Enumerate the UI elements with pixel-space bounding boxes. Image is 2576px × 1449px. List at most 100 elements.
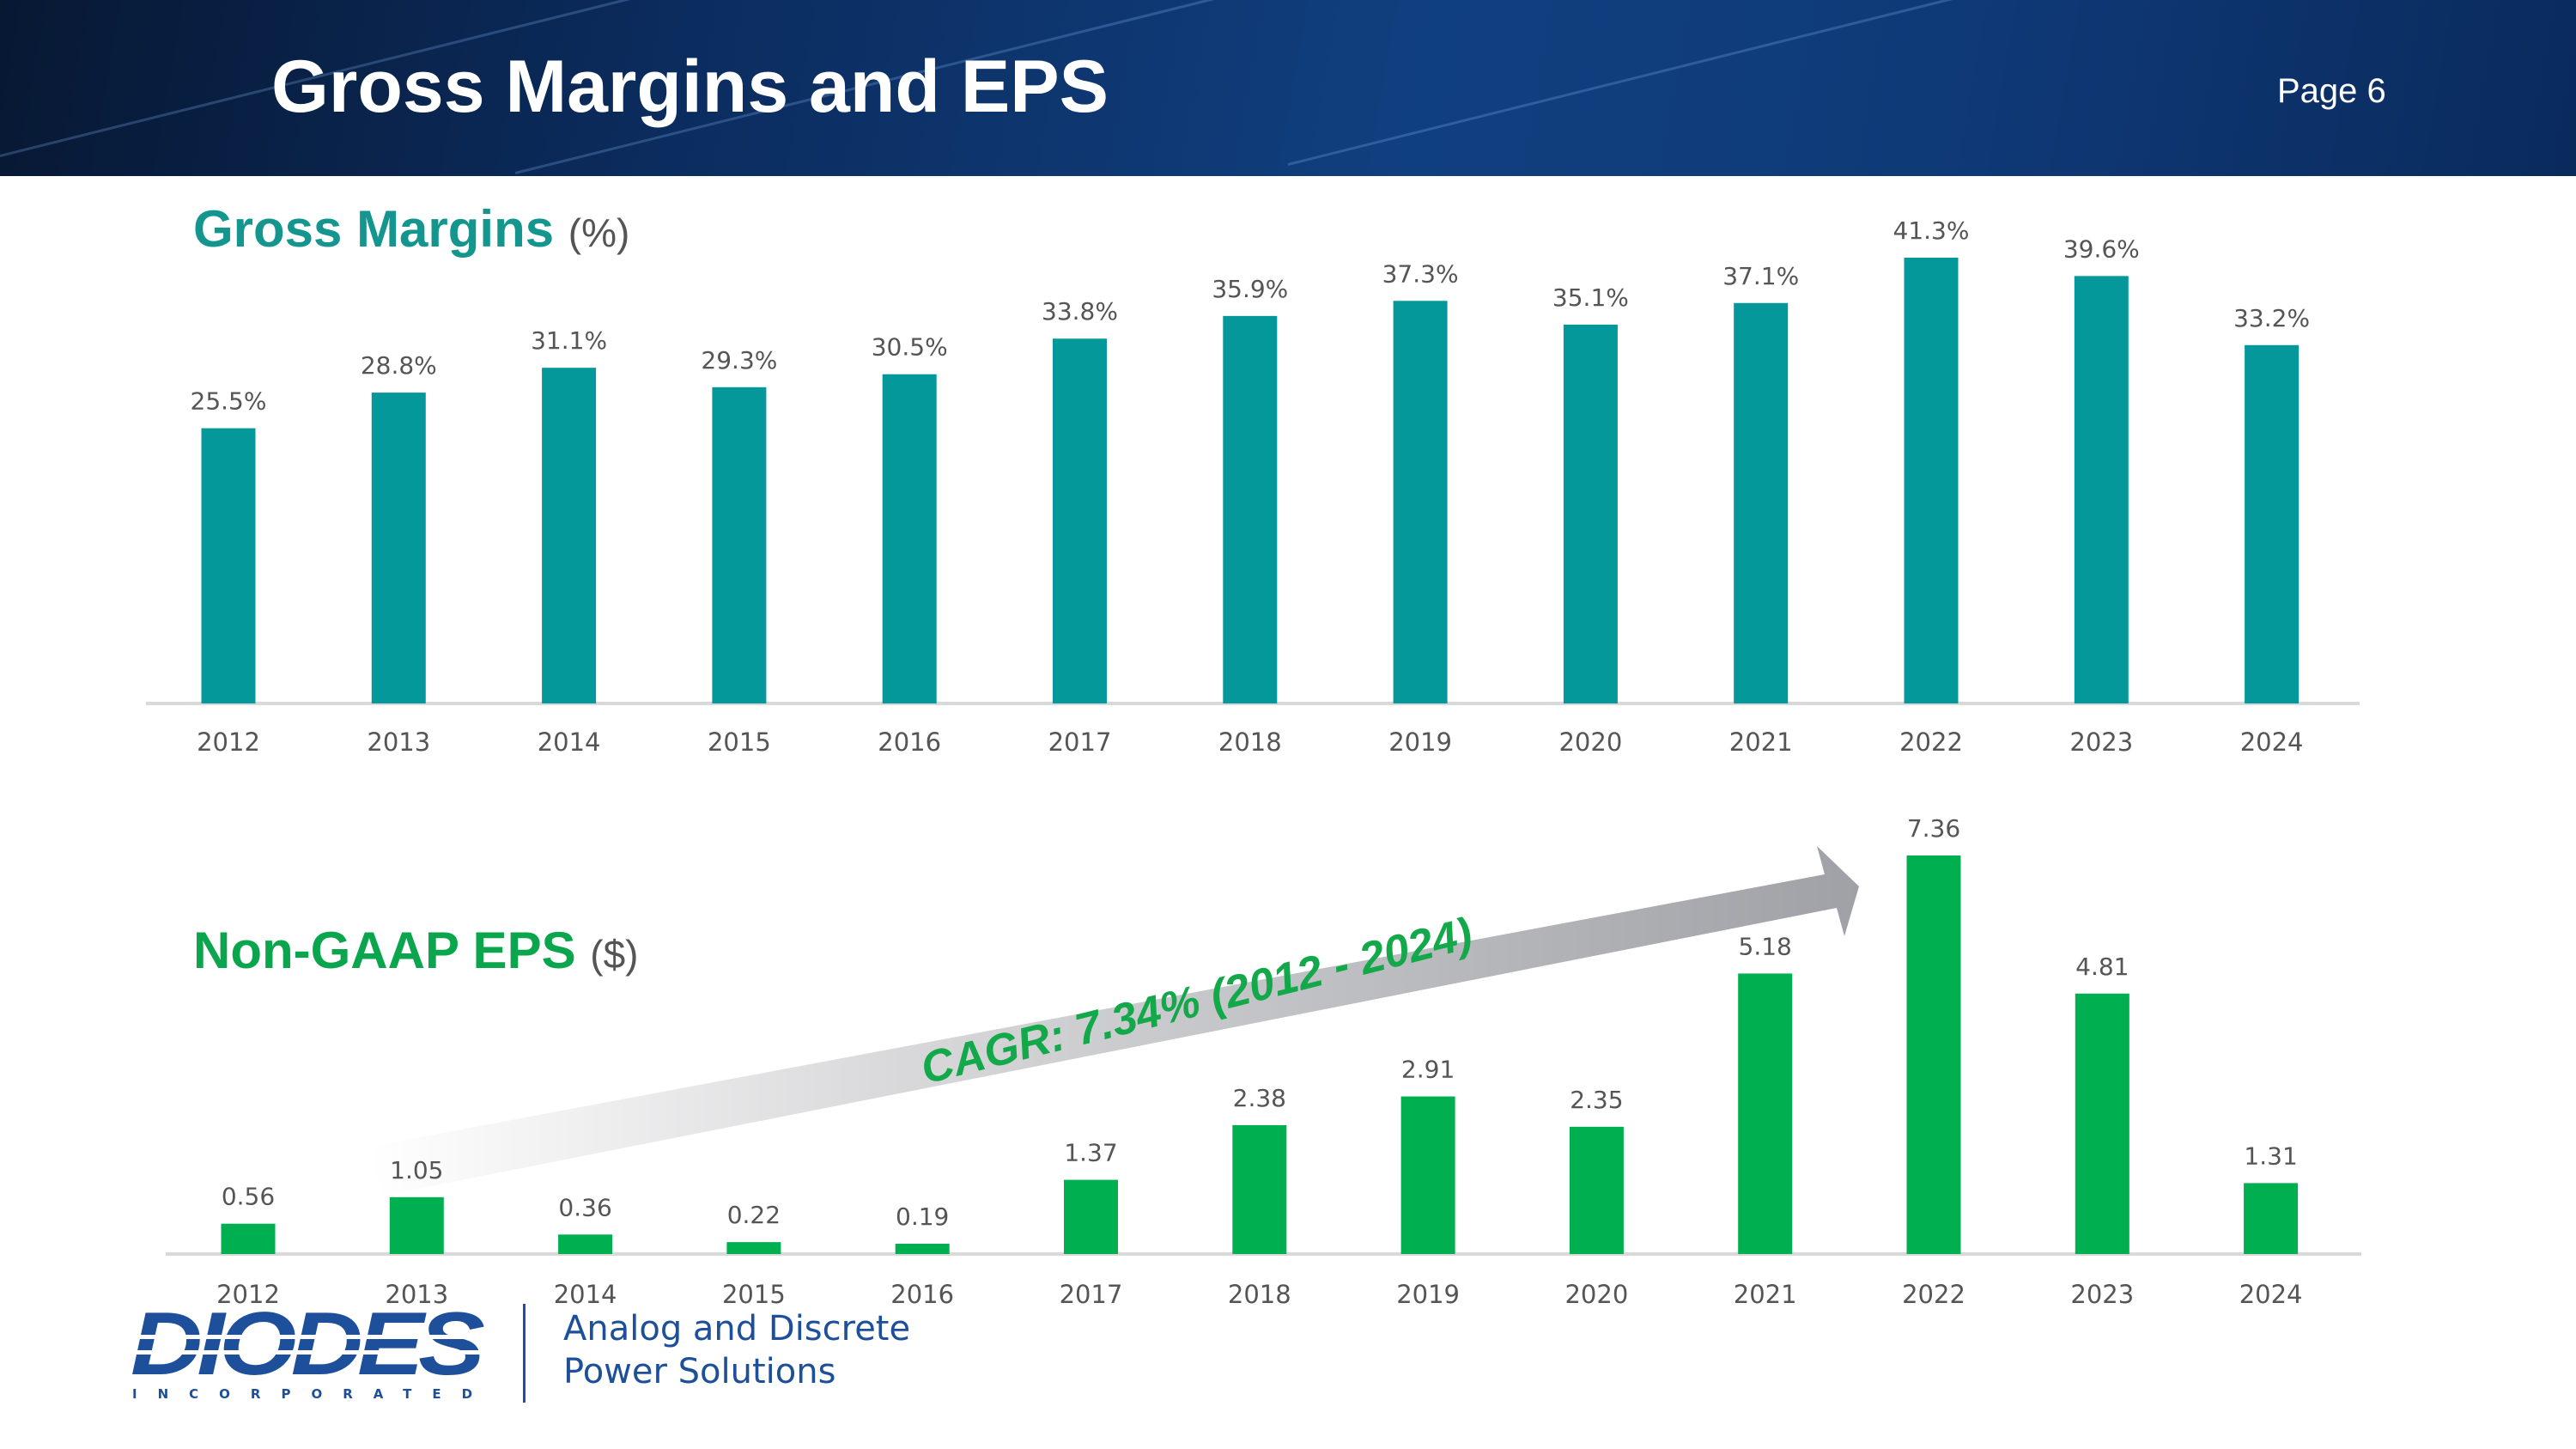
eps-tick-label: 2012 — [216, 1280, 280, 1309]
eps-bar — [1400, 1096, 1455, 1254]
eps-tick-label: 2023 — [2070, 1280, 2134, 1309]
logo-wordmark: DIODES — [131, 1306, 484, 1394]
eps-title-text: Non-GAAP EPS — [193, 922, 576, 979]
eps-value-label: 2.91 — [1401, 1056, 1455, 1084]
eps-tick-label: 2015 — [722, 1280, 786, 1309]
cagr-label: CAGR: 7.34% (2012 - 2024) — [916, 909, 1477, 1094]
gm-bar — [2074, 276, 2129, 703]
gm-tick-label: 2021 — [1729, 728, 1793, 757]
page-number: Page 6 — [2277, 72, 2386, 110]
gm-tick-label: 2013 — [367, 728, 430, 757]
gm-bar — [1734, 302, 1789, 703]
eps-value-label: 1.37 — [1064, 1139, 1117, 1167]
gm-tick-label: 2019 — [1388, 728, 1452, 757]
gross-margins-title: Gross Margins (%) — [193, 199, 629, 259]
logo-stripe — [131, 1335, 484, 1339]
eps-value-label: 5.18 — [1739, 932, 1792, 960]
gm-bar — [1053, 338, 1107, 703]
footer-tagline: Analog and Discrete Power Solutions — [563, 1307, 910, 1393]
gross-margins-title-text: Gross Margins — [193, 200, 555, 258]
footer-divider — [523, 1304, 526, 1403]
eps-bar — [1569, 1126, 1624, 1254]
header-banner — [0, 0, 2576, 176]
eps-bar — [895, 1244, 950, 1254]
gm-value-label: 33.8% — [1042, 297, 1118, 326]
eps-value-label: 0.56 — [222, 1183, 275, 1211]
gm-tick-label: 2023 — [2069, 728, 2133, 757]
eps-tick-label: 2013 — [385, 1280, 448, 1309]
gm-bar — [1904, 258, 1959, 703]
eps-title: Non-GAAP EPS ($) — [193, 921, 639, 980]
gm-tick-label: 2014 — [538, 728, 601, 757]
gm-bar — [2245, 344, 2300, 703]
gm-value-label: 35.1% — [1552, 283, 1629, 312]
eps-bar — [1738, 973, 1793, 1254]
gross-margins-axis: 2012 2013 2014 2015 2016 2017 2018 2019 2020 2021… — [146, 702, 2360, 757]
gm-tick-label: 2012 — [197, 728, 260, 757]
gm-value-label: 37.1% — [1722, 262, 1799, 290]
eps-value-label: 1.31 — [2244, 1142, 2297, 1170]
eps-bar — [1232, 1124, 1287, 1254]
eps-tick-label: 2024 — [2239, 1280, 2303, 1309]
gm-value-label: 39.6% — [2063, 234, 2140, 263]
gm-bar — [201, 428, 256, 703]
gm-bar — [1223, 315, 1278, 703]
eps-tick-label: 2021 — [1734, 1280, 1797, 1309]
gm-bar — [371, 393, 426, 703]
eps-tick-label: 2022 — [1902, 1280, 1965, 1309]
eps-value-label: 7.36 — [1907, 814, 1960, 843]
gm-tick-label: 2016 — [878, 728, 941, 757]
gm-tick-label: 2017 — [1048, 728, 1112, 757]
eps-bar — [1906, 855, 1961, 1254]
eps-value-label: 0.36 — [558, 1193, 611, 1221]
eps-value-label: 0.22 — [727, 1201, 781, 1229]
eps-bar — [2244, 1183, 2299, 1254]
eps-tick-label: 2020 — [1564, 1280, 1628, 1309]
gm-value-label: 35.9% — [1212, 275, 1288, 303]
eps-bar — [2075, 993, 2129, 1254]
eps-bar — [389, 1196, 444, 1254]
eps-value-label: 4.81 — [2075, 953, 2129, 981]
gm-value-label: 41.3% — [1893, 216, 1970, 245]
gm-value-label: 37.3% — [1382, 259, 1459, 288]
gm-value-label: 33.2% — [2233, 304, 2310, 332]
eps-bar — [1064, 1179, 1118, 1254]
tagline-line-2: Power Solutions — [563, 1352, 836, 1391]
eps-bar — [221, 1223, 276, 1254]
eps-tick-label: 2018 — [1228, 1280, 1291, 1309]
eps-value-label: 2.38 — [1233, 1084, 1286, 1112]
gm-value-label: 30.5% — [872, 333, 948, 362]
gm-tick-label: 2020 — [1558, 728, 1622, 757]
gm-tick-label: 2024 — [2240, 728, 2304, 757]
eps-tick-label: 2014 — [554, 1280, 617, 1309]
cagr-arrow — [369, 846, 1859, 1196]
gross-margins-bars: 25.5% 28.8% 31.1% 29.3% 30.5% 33.8% 35.9% 37.3%… — [191, 216, 2310, 703]
gm-bar — [542, 368, 597, 703]
gm-bar — [882, 374, 937, 703]
slide-title: Gross Margins and EPS — [271, 46, 1109, 128]
logo-stripe — [131, 1350, 484, 1355]
gm-value-label: 28.8% — [361, 351, 437, 380]
eps-bar — [726, 1242, 781, 1254]
eps-value-label: 0.19 — [896, 1202, 949, 1231]
eps-bar — [558, 1234, 613, 1254]
diodes-logo: DIODES INCORPORATED — [131, 1306, 484, 1402]
gm-value-label: 29.3% — [701, 346, 777, 374]
eps-value-label: 2.35 — [1570, 1086, 1623, 1114]
tagline-line-1: Analog and Discrete — [563, 1309, 911, 1349]
gm-tick-label: 2022 — [1899, 728, 1963, 757]
gm-bar — [712, 387, 767, 703]
gm-value-label: 31.1% — [531, 326, 607, 355]
gm-value-label: 25.5% — [191, 387, 267, 416]
eps-tick-label: 2017 — [1060, 1280, 1123, 1309]
logo-subtitle: INCORPORATED — [132, 1386, 484, 1402]
gm-tick-label: 2018 — [1218, 728, 1282, 757]
gm-bar — [1393, 301, 1448, 703]
eps-value-label: 1.05 — [390, 1156, 443, 1184]
eps-axis: 2012 2013 2014 2015 2016 2017 2018 2019 2020 2021… — [166, 1252, 2361, 1309]
gm-bar — [1563, 324, 1618, 703]
gm-tick-label: 2015 — [708, 728, 771, 757]
eps-bars: 0.56 1.05 0.36 0.22 0.19 1.37 2.38 2.91 2.35 5.18… — [221, 814, 2299, 1254]
eps-tick-label: 2019 — [1396, 1280, 1460, 1309]
